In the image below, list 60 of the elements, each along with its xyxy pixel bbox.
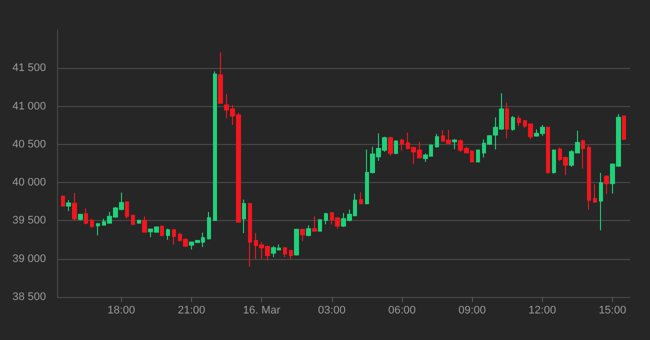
candlestick (218, 52, 223, 104)
candlestick (160, 224, 164, 237)
candlestick (242, 199, 246, 234)
x-tick-label: 18:00 (108, 304, 136, 316)
y-tick-label: 38 500 (12, 291, 46, 303)
y-tick-label: 40 000 (12, 176, 46, 189)
x-tick-label: 12:00 (528, 304, 556, 316)
candlestick (66, 200, 71, 212)
x-tick-label: 15:00 (598, 304, 626, 316)
y-tick-label: 39 000 (12, 252, 46, 265)
candlestick (294, 228, 299, 256)
x-tick-label: 09:00 (458, 304, 486, 316)
candlestick (248, 202, 252, 268)
candlestick (505, 102, 509, 139)
candlestick (137, 219, 141, 224)
candlestick (96, 222, 100, 236)
candlestick (324, 212, 328, 225)
candlestick (599, 172, 603, 231)
candlestick (318, 218, 322, 232)
y-tick-label: 39 500 (12, 214, 46, 227)
candlestick (312, 216, 317, 232)
candlestick (388, 136, 393, 156)
candlestick (72, 192, 77, 221)
candlestick (517, 115, 521, 127)
candlestick (207, 212, 211, 240)
candlestick (604, 174, 609, 195)
candlestick (552, 148, 556, 174)
candlestick (283, 246, 287, 258)
candlestick (511, 115, 515, 132)
candlestick (90, 218, 94, 228)
candlestick (400, 138, 404, 152)
candlestick (306, 224, 311, 237)
candlestick (359, 192, 363, 205)
candlestick (581, 139, 585, 170)
x-tick-label: 21:00 (178, 304, 206, 316)
candlestick (394, 140, 398, 155)
candlestick (61, 195, 65, 208)
candlestick (172, 229, 176, 245)
candlestick (289, 249, 293, 260)
candlestick (546, 126, 550, 174)
candlestick (78, 213, 83, 221)
candlestick (213, 71, 217, 222)
candlestick (476, 148, 480, 164)
candlestick (622, 115, 626, 141)
x-tick-label: 03:00 (318, 304, 346, 316)
x-tick-label: 16. Mar (242, 304, 281, 316)
candlestick (593, 184, 597, 204)
x-tick-label: 06:00 (388, 304, 416, 316)
candlestick (142, 216, 147, 234)
candlestick (435, 134, 439, 148)
candlestick (452, 138, 457, 150)
candlestick (587, 144, 591, 210)
candlestick (125, 200, 129, 220)
y-tick-label: 41 000 (12, 100, 46, 112)
candlestick (84, 208, 88, 225)
y-tick-label: 41 500 (12, 62, 46, 74)
candlestick (166, 228, 170, 240)
y-tick-label: 40 500 (12, 138, 46, 150)
candlestick (131, 214, 135, 226)
candlestick (300, 228, 305, 242)
